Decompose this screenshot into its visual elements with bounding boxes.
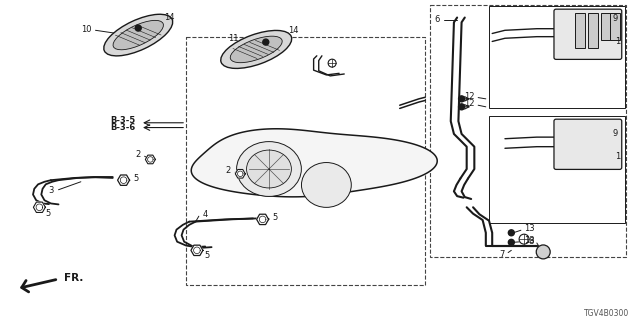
Circle shape [508,239,515,245]
Text: 8: 8 [528,236,534,245]
Text: 3: 3 [49,186,54,195]
FancyBboxPatch shape [554,119,621,169]
Text: 13: 13 [524,224,534,234]
Text: 12: 12 [464,92,474,101]
Polygon shape [236,170,245,178]
Bar [429,5,626,257]
Polygon shape [33,202,45,212]
Text: 1: 1 [614,37,620,46]
Text: 2: 2 [135,150,140,159]
Circle shape [135,25,141,31]
FancyBboxPatch shape [554,9,621,60]
Text: 7: 7 [500,250,505,259]
Circle shape [459,104,465,110]
Ellipse shape [113,20,163,50]
Text: B-3-6: B-3-6 [110,123,135,132]
Text: 12: 12 [464,100,474,108]
Text: FR.: FR. [63,273,83,283]
Ellipse shape [230,36,282,63]
Text: 14: 14 [164,13,174,22]
Text: 13: 13 [524,236,534,245]
Ellipse shape [237,142,301,196]
Text: 6: 6 [435,15,440,24]
Text: TGV4B0300: TGV4B0300 [584,309,629,318]
Text: 1: 1 [614,152,620,161]
Circle shape [519,234,529,244]
Polygon shape [191,129,437,197]
Ellipse shape [104,14,173,56]
Ellipse shape [536,245,550,259]
Polygon shape [191,245,203,255]
Circle shape [508,230,515,236]
Text: B-3-5: B-3-5 [110,116,135,125]
Bar [588,13,598,48]
Polygon shape [145,155,156,164]
Circle shape [263,39,269,45]
Text: 5: 5 [45,209,51,218]
Bar [600,13,611,40]
Text: 2: 2 [225,166,230,175]
Text: 5: 5 [204,251,209,260]
Polygon shape [118,175,129,185]
Circle shape [328,59,336,67]
Ellipse shape [301,163,351,207]
Text: 10: 10 [81,25,92,34]
Bar [489,6,625,108]
Text: 5: 5 [133,174,138,183]
Text: 5: 5 [272,213,277,222]
Bar [575,13,585,48]
Ellipse shape [246,150,291,188]
Text: 9: 9 [612,129,618,138]
Text: 11: 11 [228,35,239,44]
Circle shape [459,96,465,102]
Polygon shape [257,214,269,225]
Bar [186,37,425,285]
Text: 14: 14 [288,26,299,35]
Text: 4: 4 [203,210,208,219]
Bar [610,13,620,40]
Ellipse shape [221,30,292,68]
Text: 9: 9 [612,14,618,23]
Bar [489,116,625,223]
